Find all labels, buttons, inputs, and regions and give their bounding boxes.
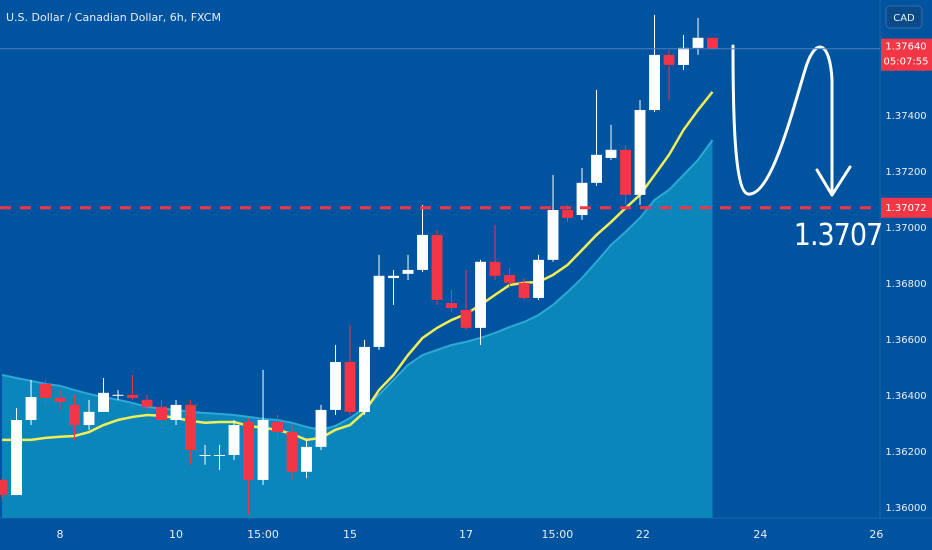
candle-body (257, 420, 269, 480)
x-tick-label: 22 (636, 528, 650, 541)
candle-body (663, 54, 675, 65)
candle-body (170, 404, 182, 420)
countdown-label: 05:07:55 (884, 57, 929, 68)
candle-body (54, 397, 66, 402)
x-tick-label: 15:00 (542, 528, 574, 541)
candle-body (388, 275, 399, 279)
candle-body (489, 261, 501, 276)
candle-body (707, 37, 718, 49)
candle-body (185, 404, 196, 450)
candle-body (11, 420, 22, 496)
currency-label[interactable]: CAD (893, 13, 915, 24)
candle-body (504, 274, 515, 283)
y-tick-label: 1.36600 (885, 335, 926, 346)
candle-body (83, 411, 95, 426)
candle-body (156, 406, 167, 420)
candle-body (228, 425, 240, 455)
candle-body (243, 421, 254, 480)
candle-body (127, 394, 138, 398)
candle-body (330, 362, 341, 410)
y-tick-label: 1.37200 (885, 167, 926, 178)
candle-body (547, 210, 559, 260)
candle-body (286, 432, 298, 472)
candle-body (373, 275, 385, 347)
candle-body (301, 446, 312, 472)
y-tick-label: 1.36800 (885, 279, 926, 290)
candle-body (199, 455, 211, 456)
candle-body (576, 182, 588, 216)
band-area (2, 140, 713, 518)
last-price-label: 1.37640 (885, 42, 926, 53)
drawn-arrow (731, 44, 852, 197)
y-tick-label: 1.36000 (885, 503, 926, 514)
x-tick-label: 10 (169, 528, 183, 541)
x-tick-label: 24 (753, 528, 767, 541)
candle-body (562, 210, 573, 218)
moving-average (2, 91, 714, 442)
candle-body (25, 397, 37, 420)
y-tick-label: 1.37000 (885, 223, 926, 234)
last-price-box (881, 38, 932, 71)
candle-body (417, 234, 428, 270)
candle-body (591, 154, 602, 183)
candle-body (315, 409, 327, 447)
candle-body (460, 309, 472, 328)
band-line (1, 139, 714, 431)
currency-button[interactable] (885, 5, 923, 29)
level-label: 1.37072 (885, 203, 926, 214)
y-tick-label: 1.37400 (885, 111, 926, 122)
candle-body (344, 362, 356, 412)
candle-body (69, 404, 80, 426)
x-tick-label: 17 (459, 528, 473, 541)
annotation: 1.3707 (794, 218, 882, 253)
plot-area (0, 14, 718, 518)
candle-body (359, 346, 370, 412)
candle-body (272, 421, 283, 433)
candle-body (402, 269, 414, 274)
candle-body (40, 383, 51, 398)
candle-body (533, 259, 544, 298)
candle-body (678, 47, 689, 65)
x-tick-label: 15 (343, 528, 357, 541)
candle-body (649, 54, 660, 111)
x-tick-label: 8 (57, 528, 64, 541)
y-tick-label: 1.36200 (885, 447, 926, 458)
y-tick-label: 1.36400 (885, 391, 926, 402)
candle-body (605, 149, 617, 158)
candle-body (692, 37, 704, 48)
candle-body (0, 479, 8, 496)
candle-body (620, 149, 631, 195)
candle-body (518, 282, 530, 298)
level-box (881, 197, 932, 218)
candle-body (431, 234, 443, 300)
candle-body (634, 110, 646, 195)
x-tick-label: 15:00 (247, 528, 279, 541)
candle-body (446, 302, 457, 308)
chart-title: U.S. Dollar / Canadian Dollar, 6h, FXCM (6, 11, 221, 24)
candle-body (98, 392, 109, 412)
candle-body (112, 394, 124, 396)
candle-body (214, 455, 225, 456)
candle-body (141, 399, 153, 407)
x-tick-label: 26 (869, 528, 883, 541)
candle-body (475, 261, 486, 328)
